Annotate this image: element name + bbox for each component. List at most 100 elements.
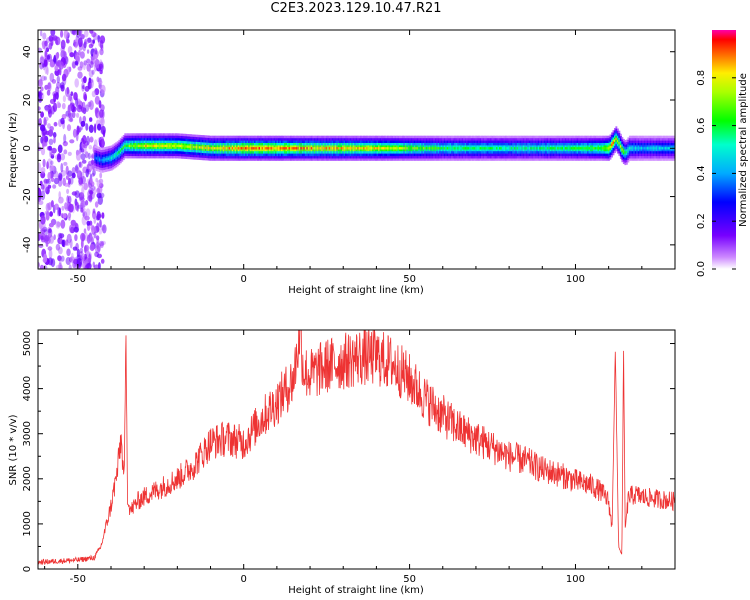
spectrogram-noise-speck <box>100 117 105 126</box>
spectrogram-noise-speck <box>66 124 72 132</box>
spectrogram-noise-speck <box>40 111 44 118</box>
spectrogram-noise-speck <box>48 249 53 259</box>
spectrogram-cell <box>388 147 391 150</box>
spectrogram-noise-speck <box>89 177 93 184</box>
spectrogram-noise-speck <box>53 136 56 144</box>
spectrogram-noise-speck <box>67 104 71 114</box>
spectrogram-cell <box>413 147 416 150</box>
spectrogram-cell <box>381 147 383 150</box>
snr-y-tick-label: 1000 <box>22 511 33 536</box>
spectrogram-noise-speck <box>80 200 84 206</box>
spectrogram-cell <box>136 144 139 148</box>
snr-x-tick-label: 0 <box>241 574 247 585</box>
spectrogram-noise-speck <box>67 170 73 177</box>
spectrogram-noise-speck <box>87 189 93 199</box>
spectrogram-cell <box>375 147 377 150</box>
spectrogram-cell <box>361 147 364 150</box>
spectrogram-noise-speck <box>62 50 67 59</box>
spectrogram-noise-speck <box>80 232 86 242</box>
spectrogram-cell <box>324 147 327 150</box>
spectrogram-noise-speck <box>56 75 60 84</box>
spectrogram-cell <box>145 144 148 148</box>
spectrogram-cell <box>281 147 283 150</box>
spectrogram-cell <box>536 147 539 150</box>
spectrogram-cell <box>573 147 576 150</box>
spectrogram-cell <box>200 146 203 149</box>
spectrogram-noise-speck <box>42 158 46 168</box>
spectrogram-cell <box>351 147 354 150</box>
spectrogram-cell <box>133 144 136 148</box>
spectrogram-cell <box>349 147 352 150</box>
spectrogram-cell <box>458 147 461 150</box>
spectrogram-cell <box>310 147 313 150</box>
spectrogram-noise-speck <box>52 170 59 178</box>
spectrogram-cell <box>358 147 361 150</box>
spectrogram-cell <box>333 147 336 150</box>
spectrogram-noise-speck <box>75 166 80 173</box>
spectrogram-cell <box>630 147 633 150</box>
spectrogram-noise-speck <box>92 168 96 177</box>
spectrogram-cell <box>258 147 261 150</box>
spectrogram-cell <box>328 147 331 150</box>
spectrogram-plot: -50 0 50 100 -40 -20 0 20 40 Height of straight … <box>8 29 676 296</box>
spectrogram-noise-speck <box>63 133 67 144</box>
spectrogram-noise-speck <box>101 212 105 219</box>
spectrogram-x-tick-label: -50 <box>70 274 86 285</box>
spectrogram-cell <box>642 147 645 150</box>
spectrogram-cell <box>393 147 395 150</box>
spectrogram-noise-speck <box>85 123 89 131</box>
spectrogram-cell <box>452 147 455 150</box>
spectrogram-noise-speck <box>96 76 100 83</box>
spectrogram-cell <box>157 144 159 148</box>
spectrogram-noise-speck <box>48 222 54 228</box>
spectrogram-noise-speck <box>86 234 91 244</box>
spectrogram-cell <box>594 147 597 150</box>
spectrogram-cell <box>513 147 516 150</box>
spectrogram-cell <box>115 153 118 156</box>
spectrogram-cell <box>339 147 342 150</box>
spectrogram-cell <box>563 147 566 150</box>
spectrogram-cell <box>588 147 591 150</box>
spectrogram-cell <box>252 147 255 150</box>
spectrogram-noise-speck <box>73 257 77 267</box>
spectrogram-cell <box>331 147 334 150</box>
spectrogram-noise-speck <box>45 202 50 212</box>
spectrogram-noise-speck <box>40 124 46 132</box>
spectrogram-noise-speck <box>41 226 48 232</box>
spectrogram-cell <box>197 146 200 149</box>
spectrogram-cell <box>455 147 458 150</box>
spectrogram-cell <box>548 147 551 150</box>
spectrogram-cell <box>378 147 380 150</box>
spectrogram-noise-speck <box>75 30 81 38</box>
spectrogram-cell <box>494 147 497 150</box>
spectrogram-cell <box>621 148 624 151</box>
spectrogram-cell <box>139 144 142 148</box>
spectrogram-noise-speck <box>40 235 44 240</box>
spectrogram-cell <box>273 147 276 150</box>
spectrogram-noise-speck <box>70 91 74 96</box>
spectrogram-cell <box>178 144 180 148</box>
spectrogram-cell <box>384 147 386 150</box>
spectrogram-noise-speck <box>58 246 63 255</box>
spectrogram-noise-speck <box>43 44 49 52</box>
spectrogram-noise-speck <box>82 101 86 109</box>
spectrogram-cell <box>527 147 530 150</box>
spectrogram-cell <box>167 144 170 148</box>
spectrogram-noise-speck <box>97 123 102 131</box>
spectrogram-noise-speck <box>39 76 42 85</box>
spectrogram-noise-speck <box>76 125 80 135</box>
spectrogram-cell <box>270 147 273 150</box>
spectrogram-cell <box>531 147 534 150</box>
spectrogram-noise-speck <box>47 246 53 251</box>
spectrogram-cell <box>385 147 388 150</box>
spectrogram-cell <box>207 146 210 150</box>
spectrogram-noise-speck <box>54 203 59 210</box>
spectrogram-noise-speck <box>61 239 65 247</box>
spectrogram-noise-speck <box>50 30 56 37</box>
spectrogram-noise-speck <box>84 151 89 159</box>
spectrogram-cell <box>518 147 521 150</box>
spectrogram-cell <box>619 145 622 148</box>
spectrogram-noise-speck <box>69 226 75 234</box>
spectrogram-noise-speck <box>84 253 87 260</box>
spectrogram-cell <box>425 147 428 150</box>
